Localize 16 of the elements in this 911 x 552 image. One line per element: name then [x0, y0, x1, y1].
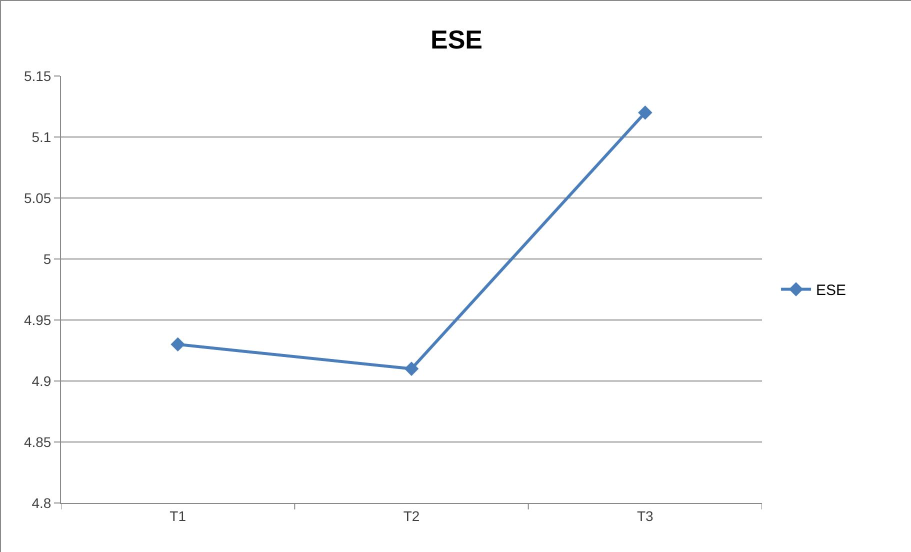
x-tick-label: T2: [403, 508, 420, 524]
legend-label: ESE: [816, 282, 846, 300]
y-tick-label: 5: [43, 250, 52, 267]
y-tick-label: 5.15: [24, 68, 52, 84]
y-tick-label: 4.9: [32, 372, 52, 389]
y-tick-label: 5.1: [32, 128, 52, 145]
chart-title: ESE: [430, 24, 483, 55]
y-tick-label: 4.85: [24, 434, 52, 450]
y-tick-label: 5.05: [24, 190, 52, 206]
point: [170, 337, 185, 352]
x-tick-label: T3: [637, 508, 654, 524]
x-tick-label: T1: [170, 508, 186, 524]
y-tick-label: 4.95: [24, 312, 52, 328]
y-tick-label: 4.8: [32, 494, 52, 511]
point: [638, 105, 652, 120]
point: [404, 362, 419, 376]
